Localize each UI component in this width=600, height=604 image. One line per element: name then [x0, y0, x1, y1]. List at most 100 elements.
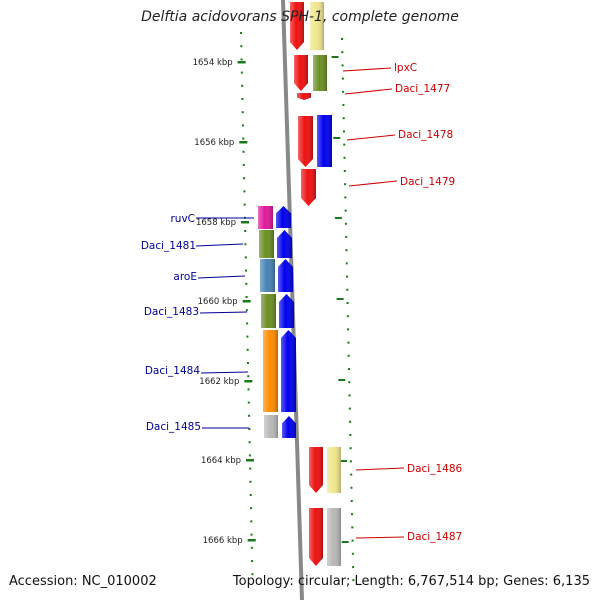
left-dot	[247, 375, 250, 378]
left-dot	[248, 414, 251, 417]
left-dot	[241, 98, 244, 100]
scale-ticks: 1654 kbp 1656 kbp 1658 kbp 1660 kbp 1662 kbp…	[193, 58, 256, 546]
gene-label-right: lpxC	[394, 62, 417, 74]
major-tick	[242, 300, 251, 303]
left-dot	[245, 309, 248, 312]
gene-label-right: Daci_1479	[400, 176, 455, 188]
right-dot	[352, 566, 355, 568]
leader-line	[200, 371, 249, 374]
gene-gray-shade	[327, 508, 341, 566]
right-dot	[349, 420, 352, 423]
left-dot	[247, 388, 250, 391]
gene-blue-shade	[281, 330, 296, 412]
gene-labels: lpxC Daci_1477 Daci_1478 Daci_1479 Daci_1486…	[141, 62, 463, 543]
right-dot	[352, 579, 355, 582]
gene-label-right: Daci_1486	[407, 463, 463, 475]
gene-khaki-shade	[310, 2, 324, 50]
right-dot	[347, 341, 350, 344]
left-dot	[241, 124, 244, 127]
gene-gray-shade	[264, 415, 278, 438]
tick-label: 1656 kbp	[194, 138, 234, 148]
minor-tick-dots	[240, 32, 355, 582]
right-dot	[342, 104, 345, 106]
gene-blue-shade	[282, 416, 296, 438]
right-dot	[344, 183, 347, 186]
right-dash	[334, 217, 342, 219]
tick-label: 1660 kbp	[198, 297, 238, 307]
topology-text: Topology: circular; Length: 6,767,514 bp…	[232, 574, 590, 589]
gene-red-shade	[294, 55, 308, 91]
leader-line	[348, 180, 398, 187]
tick-label: 1662 kbp	[199, 377, 239, 387]
right-dot	[345, 236, 348, 238]
leader-line	[355, 467, 405, 471]
gene-red-shade	[309, 447, 323, 493]
right-dot	[348, 381, 351, 384]
genome-backbone	[281, 0, 304, 601]
right-dot	[346, 315, 349, 318]
gene-label-left: Daci_1483	[144, 306, 199, 318]
tick-label: 1664 kbp	[201, 456, 241, 466]
right-dot	[346, 288, 349, 291]
leader-line	[355, 536, 405, 539]
gene-label-left: aroE	[173, 271, 197, 283]
left-dot	[250, 546, 253, 549]
left-dot	[244, 256, 247, 259]
left-dot	[240, 58, 243, 61]
left-dot	[242, 137, 245, 140]
leader-line	[197, 275, 246, 279]
left-dot	[251, 560, 254, 562]
right-dot	[348, 407, 351, 410]
leader-line	[199, 311, 248, 314]
left-dot	[245, 296, 248, 298]
right-dash	[336, 298, 344, 300]
gene-label-left: Daci_1485	[146, 421, 201, 433]
gene-red-shade	[297, 93, 311, 100]
right-dot	[343, 170, 346, 172]
right-dot	[351, 513, 354, 516]
right-dot	[347, 368, 350, 370]
major-tick	[247, 539, 256, 542]
left-dot	[248, 454, 251, 457]
left-dot	[244, 243, 247, 246]
right-dot	[346, 275, 349, 278]
right-dash	[333, 137, 341, 139]
left-dot	[241, 84, 244, 87]
gene-blue-shade	[279, 294, 294, 328]
right-dot	[341, 64, 344, 67]
gene-label-right: Daci_1477	[395, 83, 450, 95]
gene-red-shade	[290, 2, 304, 50]
left-dot	[250, 520, 253, 523]
tick-label: 1658 kbp	[196, 218, 236, 228]
gene-olive-shade	[261, 294, 276, 328]
right-dot	[344, 196, 347, 199]
gene-label-left: Daci_1481	[141, 240, 196, 252]
gene-steelblue-shade	[260, 259, 275, 292]
right-dot	[343, 156, 346, 159]
left-dot	[240, 71, 243, 74]
left-dot	[246, 322, 249, 325]
gene-label-left: ruvC	[170, 213, 195, 225]
right-dot	[342, 117, 345, 120]
left-dot	[250, 507, 253, 510]
right-dot	[350, 486, 353, 489]
gene-blue-shade	[317, 115, 332, 167]
leader-line	[195, 243, 244, 247]
gene-features	[258, 2, 341, 566]
right-dot	[349, 434, 352, 436]
left-dot	[242, 150, 245, 153]
left-dot	[244, 230, 247, 232]
right-dot	[345, 262, 348, 265]
left-dot	[240, 45, 243, 48]
major-tick	[239, 141, 248, 144]
accession-text: Accession: NC_010002	[9, 574, 157, 589]
leader-line	[346, 134, 396, 141]
major-tick	[246, 459, 255, 462]
right-dot	[342, 130, 345, 133]
right-dot	[351, 526, 354, 529]
right-dash	[341, 541, 349, 543]
right-dot	[343, 143, 346, 146]
left-dot	[241, 111, 244, 114]
major-tick	[237, 61, 246, 64]
